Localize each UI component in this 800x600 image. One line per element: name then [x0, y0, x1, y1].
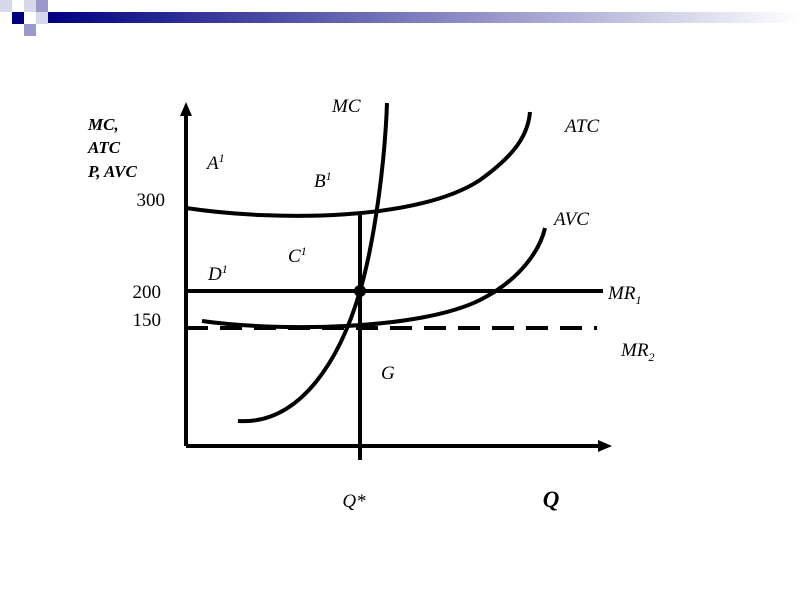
point-sup: 1: [301, 244, 307, 258]
equilibrium-point: [354, 285, 366, 297]
y-axis-label-line: P, AVC: [87, 162, 137, 181]
point-letter: C: [288, 246, 301, 267]
header-decoration: [0, 0, 800, 36]
mc-label: MC: [331, 96, 361, 117]
y-value: 150: [133, 310, 162, 331]
y-axis-label: MC, ATC P, AVC: [87, 115, 137, 181]
mr-text: MR: [620, 340, 649, 361]
y-axis-label-line: MC,: [87, 115, 119, 134]
axes: [180, 102, 612, 452]
y-value: 200: [133, 282, 162, 303]
avc-label: AVC: [552, 209, 589, 230]
point-sup: 1: [222, 262, 228, 276]
atc-label: ATC: [563, 116, 599, 137]
point-letter: B: [314, 171, 326, 192]
q-label: Q: [543, 487, 560, 512]
mr-label: MR1: [607, 283, 641, 307]
mc-curve: [237, 102, 389, 424]
point-label: C1: [288, 244, 307, 267]
point-sup: 1: [219, 151, 225, 165]
point-letter: D: [207, 264, 222, 285]
point-label: A1: [205, 151, 225, 174]
mr-text: MR: [607, 283, 636, 304]
point-letter: A: [205, 153, 219, 174]
y-axis-label-line: ATC: [87, 138, 121, 157]
atc-curve: [185, 111, 532, 218]
mr-sub: 2: [648, 350, 654, 364]
avc-curve: [201, 227, 547, 330]
point-sup: 1: [326, 169, 332, 183]
mr-sub: 1: [635, 293, 641, 307]
point-label: B1: [314, 169, 332, 192]
point-label: D1: [207, 262, 228, 285]
y-value: 300: [137, 190, 166, 211]
point-label: G: [381, 363, 395, 384]
mr-label: MR2: [620, 340, 654, 364]
q-star-label: Q*: [342, 491, 366, 512]
